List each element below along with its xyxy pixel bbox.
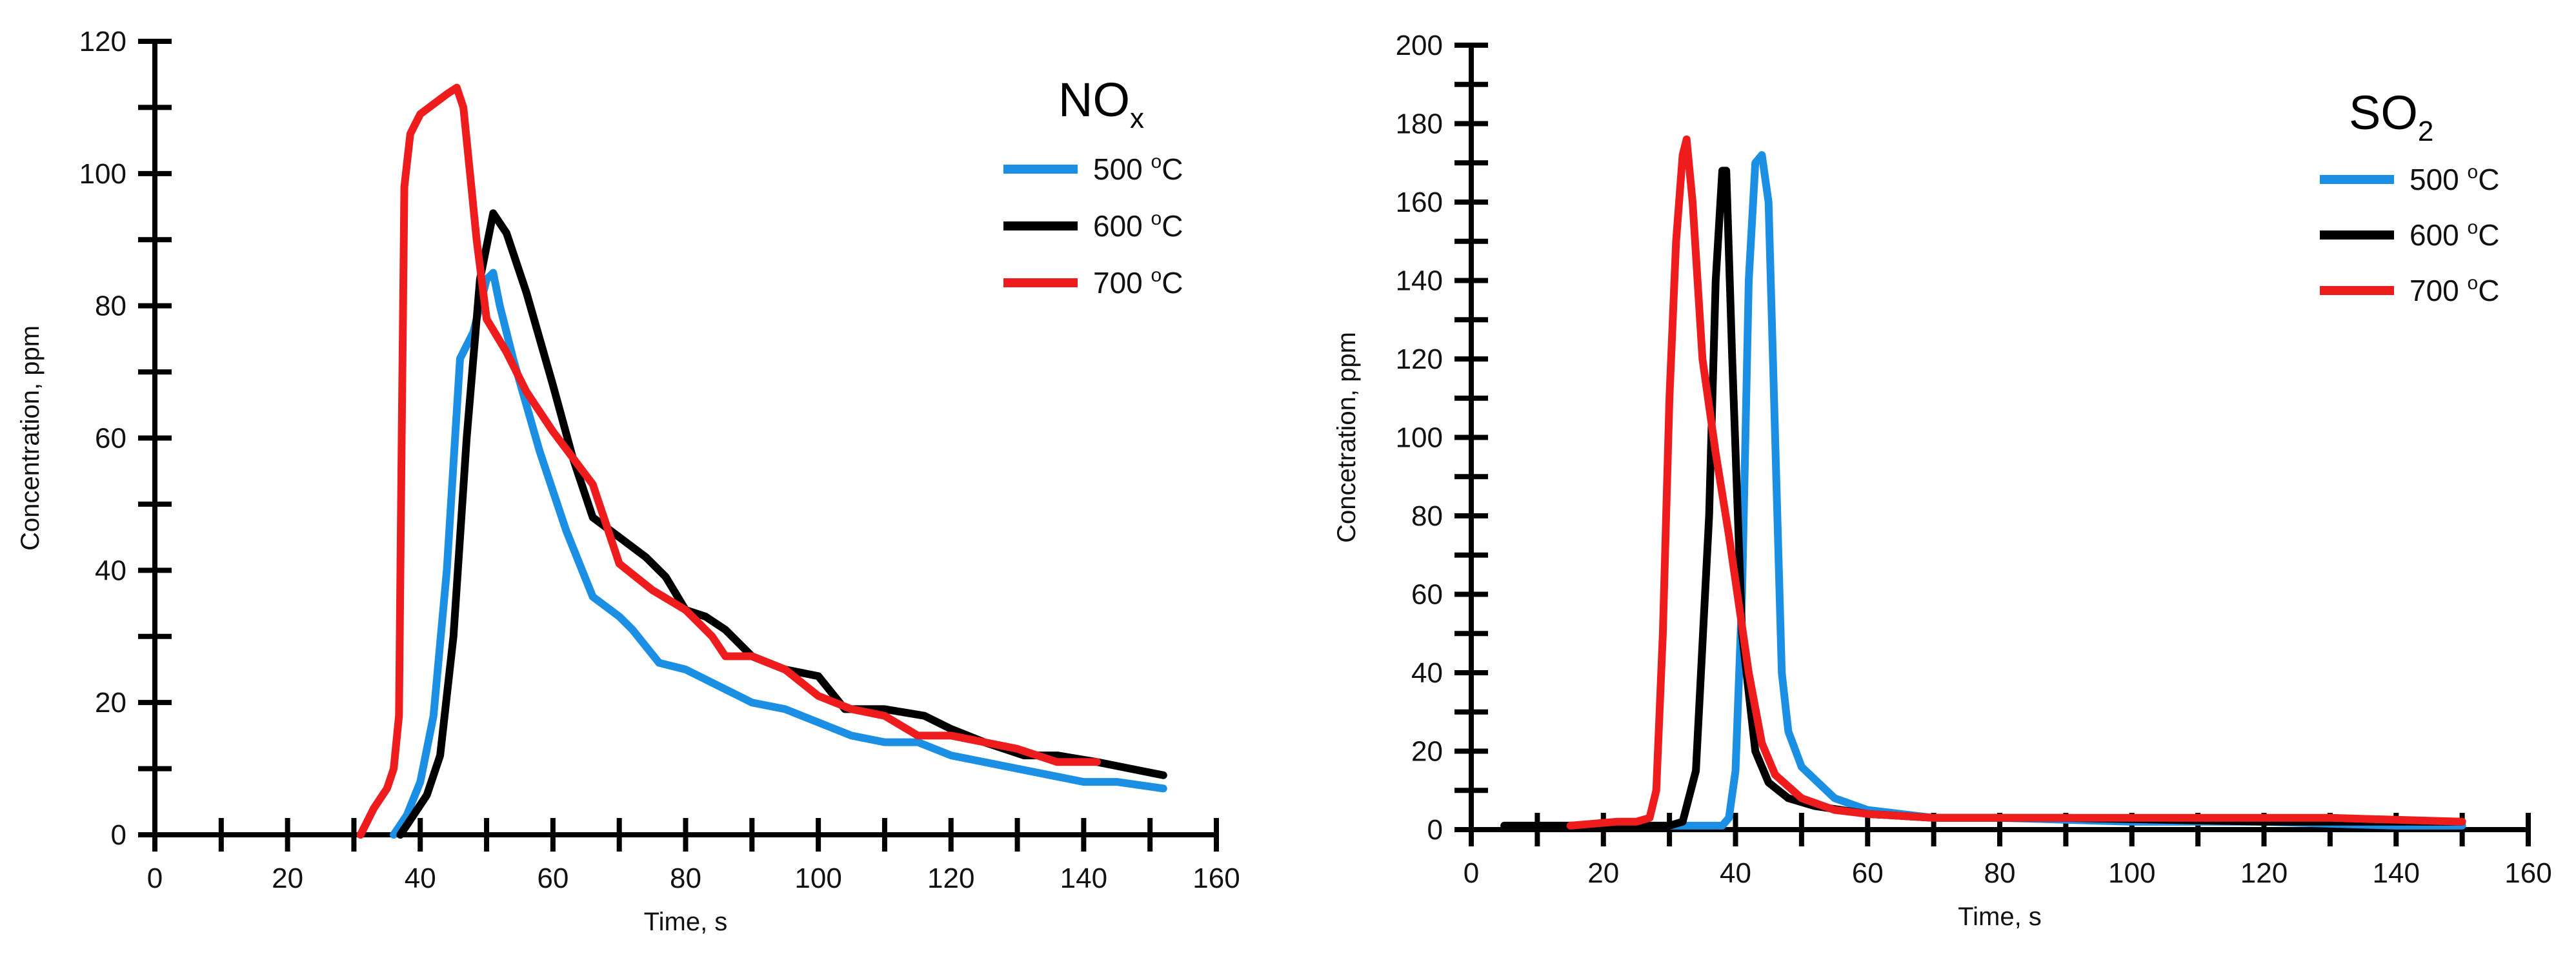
nox-series-700c-line	[356, 83, 1101, 839]
nox-x-tick-label: 80	[670, 863, 701, 894]
legend-unit: C	[1162, 209, 1183, 243]
nox-x-tick-label: 100	[794, 863, 841, 894]
nox-x-tick-label: 0	[147, 863, 163, 894]
legend-unit: C	[1162, 152, 1183, 186]
legend-degree-sup: o	[2468, 161, 2479, 183]
so2-x-tick-label: 160	[2504, 857, 2551, 889]
nox-chart: 0 20 40 60 80 100 120 140 160 0 20 40 60 80 100 120 Time…	[16, 26, 1240, 936]
nox-x-tick-label: 160	[1192, 863, 1240, 894]
so2-series-700c-line	[1566, 135, 2466, 830]
nox-y-tick-label: 0	[111, 819, 126, 851]
legend-unit: C	[2478, 274, 2499, 307]
so2-y-tick-label: 60	[1411, 579, 1443, 611]
so2-y-tick-label: 0	[1427, 814, 1443, 846]
so2-chart: 0 20 40 60 80 100 120 140 160 0 20 40 60 80 100 120 140 1…	[1333, 30, 2552, 931]
nox-series-600c-line	[396, 209, 1167, 839]
nox-y-tick-label: 80	[95, 291, 126, 322]
so2-chart-title: SO2	[2349, 86, 2433, 147]
nox-y-tick-label: 120	[79, 26, 126, 57]
so2-legend-label: 700 oC	[2410, 272, 2499, 307]
nox-x-tick-label: 120	[927, 863, 974, 894]
so2-y-tick-label: 80	[1411, 500, 1443, 532]
legend-degree-sup: o	[1151, 265, 1162, 286]
so2-y-axis-title: Concetration, ppm	[1333, 332, 1361, 543]
so2-y-tick-label: 20	[1411, 736, 1443, 768]
legend-temp: 700	[1093, 266, 1151, 300]
nox-legend-item: 500 oC	[1003, 151, 1183, 186]
nox-y-tick-label: 20	[95, 687, 126, 719]
nox-series-500c-line	[390, 269, 1167, 839]
legend-temp: 600	[2410, 218, 2468, 252]
legend-temp: 700	[2410, 274, 2468, 307]
legend-unit: C	[2478, 163, 2499, 196]
so2-x-tick-label: 100	[2108, 857, 2155, 889]
nox-x-tick-label: 40	[405, 863, 436, 894]
so2-x-tick-label: 140	[2373, 857, 2420, 889]
legend-degree-sup: o	[2468, 272, 2479, 294]
nox-x-tick-label: 20	[272, 863, 303, 894]
nox-legend-item: 700 oC	[1003, 265, 1183, 300]
so2-x-tick-label: 40	[1720, 857, 1751, 889]
nox-legend-label: 700 oC	[1093, 265, 1183, 300]
so2-x-tick-label: 80	[1984, 857, 2016, 889]
so2-y-tick-label: 100	[1396, 422, 1443, 454]
nox-chart-title: NOx	[1058, 73, 1144, 134]
so2-x-tick-label: 20	[1587, 857, 1619, 889]
so2-y-tick-label: 200	[1396, 30, 1443, 61]
nox-x-tick-label: 140	[1060, 863, 1107, 894]
legend-unit: C	[2478, 218, 2499, 252]
nox-y-axis-title: Concentration, ppm	[16, 325, 45, 551]
nox-title-subscript: x	[1130, 103, 1144, 134]
nox-x-axis-title: Time, s	[644, 908, 728, 936]
legend-temp: 500	[2410, 163, 2468, 196]
so2-series-600c-line	[1500, 167, 2466, 830]
nox-legend-label: 500 oC	[1093, 151, 1183, 186]
so2-title-subscript: 2	[2418, 116, 2433, 147]
nox-y-tick-label: 100	[79, 158, 126, 190]
legend-degree-sup: o	[1151, 151, 1162, 172]
nox-x-tick-label: 60	[537, 863, 569, 894]
so2-title-main: SO	[2349, 86, 2418, 139]
so2-series-500c-line	[1500, 151, 2466, 830]
so2-legend-item: 600 oC	[2320, 217, 2499, 252]
so2-y-tick-label: 40	[1411, 657, 1443, 689]
so2-y-tick-label: 120	[1396, 343, 1443, 375]
so2-x-axis-title: Time, s	[1958, 903, 2042, 931]
so2-y-tick-label: 160	[1396, 187, 1443, 218]
so2-x-tick-label: 60	[1852, 857, 1884, 889]
nox-legend-item: 600 oC	[1003, 208, 1183, 243]
nox-y-tick-label: 40	[95, 555, 126, 586]
legend-temp: 500	[1093, 152, 1151, 186]
so2-x-tick-label: 0	[1464, 857, 1479, 889]
so2-legend-item: 500 oC	[2320, 161, 2499, 196]
legend-temp: 600	[1093, 209, 1151, 243]
nox-legend-label: 600 oC	[1093, 208, 1183, 243]
nox-y-tick-label: 60	[95, 423, 126, 455]
so2-x-tick-label: 120	[2240, 857, 2288, 889]
so2-legend-item: 700 oC	[2320, 272, 2499, 307]
so2-y-tick-label: 180	[1396, 108, 1443, 140]
so2-legend-label: 600 oC	[2410, 217, 2499, 252]
legend-degree-sup: o	[1151, 208, 1162, 229]
so2-y-tick-label: 140	[1396, 265, 1443, 297]
legend-unit: C	[1162, 266, 1183, 300]
so2-legend-label: 500 oC	[2410, 161, 2499, 196]
legend-degree-sup: o	[2468, 217, 2479, 238]
nox-title-main: NO	[1058, 73, 1130, 127]
